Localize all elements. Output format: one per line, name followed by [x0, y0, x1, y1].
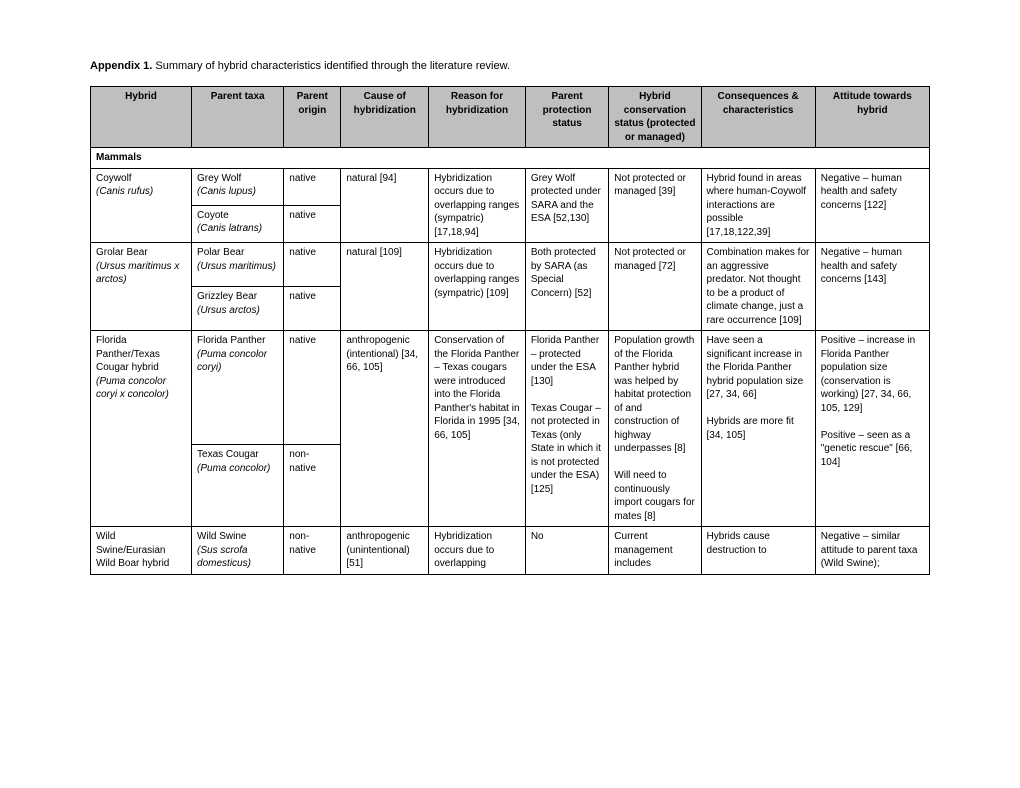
cell-origin: native — [284, 243, 341, 287]
cell-parent-taxa: Texas Cougar (Puma concolor) — [192, 445, 284, 527]
col-reason: Reason for hybridization — [429, 87, 526, 148]
cell-hybrid: Florida Panther/Texas Cougar hybrid (Pum… — [91, 331, 192, 527]
cell-attitude: Negative – human health and safety conce… — [815, 243, 929, 331]
cell-cause: natural [109] — [341, 243, 429, 331]
cell-reason: Conservation of the Florida Panther – Te… — [429, 331, 526, 527]
cell-status: Population growth of the Florida Panther… — [609, 331, 701, 527]
table-row: Coywolf (Canis rufus) Grey Wolf (Canis l… — [91, 168, 930, 205]
cell-consequences: Hybrids cause destruction to — [701, 527, 815, 575]
cell-status: Not protected or managed [39] — [609, 168, 701, 243]
table-row: Wild Swine/Eurasian Wild Boar hybrid Wil… — [91, 527, 930, 575]
cell-protection: Grey Wolf protected under SARA and the E… — [525, 168, 608, 243]
cell-parent-taxa: Coyote (Canis latrans) — [192, 205, 284, 242]
hybrid-table: Hybrid Parent taxa Parent origin Cause o… — [90, 86, 930, 575]
cell-hybrid: Wild Swine/Eurasian Wild Boar hybrid — [91, 527, 192, 575]
cell-parent-taxa: Polar Bear (Ursus maritimus) — [192, 243, 284, 287]
cell-origin: native — [284, 205, 341, 242]
cell-hybrid: Coywolf (Canis rufus) — [91, 168, 192, 243]
cell-origin: native — [284, 331, 341, 445]
cell-protection: Both protected by SARA (as Special Conce… — [525, 243, 608, 331]
cell-protection: Florida Panther – protected under the ES… — [525, 331, 608, 527]
col-protection: Parent protection status — [525, 87, 608, 148]
caption-label: Appendix 1. — [90, 60, 152, 72]
col-cause: Cause of hybridization — [341, 87, 429, 148]
cell-cause: natural [94] — [341, 168, 429, 243]
cell-origin: non-native — [284, 445, 341, 527]
cell-consequences: Combination makes for an aggressive pred… — [701, 243, 815, 331]
header-row: Hybrid Parent taxa Parent origin Cause o… — [91, 87, 930, 148]
cell-parent-taxa: Wild Swine (Sus scrofa domesticus) — [192, 527, 284, 575]
table-row: Grolar Bear (Ursus maritimus x arctos) P… — [91, 243, 930, 287]
caption-text: Summary of hybrid characteristics identi… — [152, 60, 510, 72]
cell-reason: Hybridization occurs due to overlapping … — [429, 243, 526, 331]
cell-cause: anthropogenic (unintentional) [51] — [341, 527, 429, 575]
col-parent-taxa: Parent taxa — [192, 87, 284, 148]
cell-status: Not protected or managed [72] — [609, 243, 701, 331]
appendix-caption: Appendix 1. Summary of hybrid characteri… — [90, 60, 930, 72]
cell-hybrid: Grolar Bear (Ursus maritimus x arctos) — [91, 243, 192, 331]
section-label: Mammals — [91, 148, 930, 169]
cell-cause: anthropogenic (intentional) [34, 66, 105… — [341, 331, 429, 527]
cell-attitude: Positive – increase in Florida Panther p… — [815, 331, 929, 527]
cell-consequences: Hybrid found in areas where human-Coywol… — [701, 168, 815, 243]
section-mammals: Mammals — [91, 148, 930, 169]
cell-parent-taxa: Grizzley Bear (Ursus arctos) — [192, 287, 284, 331]
cell-parent-taxa: Grey Wolf (Canis lupus) — [192, 168, 284, 205]
cell-origin: non-native — [284, 527, 341, 575]
cell-status: Current management includes — [609, 527, 701, 575]
cell-protection: No — [525, 527, 608, 575]
cell-attitude: Negative – human health and safety conce… — [815, 168, 929, 243]
col-parent-origin: Parent origin — [284, 87, 341, 148]
cell-origin: native — [284, 287, 341, 331]
col-hybrid: Hybrid — [91, 87, 192, 148]
col-consequences: Consequences & characteristics — [701, 87, 815, 148]
col-attitude: Attitude towards hybrid — [815, 87, 929, 148]
table-row: Florida Panther/Texas Cougar hybrid (Pum… — [91, 331, 930, 445]
cell-consequences: Have seen a significant increase in the … — [701, 331, 815, 527]
cell-reason: Hybridization occurs due to overlapping — [429, 527, 526, 575]
cell-reason: Hybridization occurs due to overlapping … — [429, 168, 526, 243]
cell-origin: native — [284, 168, 341, 205]
cell-parent-taxa: Florida Panther (Puma concolor coryi) — [192, 331, 284, 445]
col-status: Hybrid conservation status (protected or… — [609, 87, 701, 148]
cell-attitude: Negative – similar attitude to parent ta… — [815, 527, 929, 575]
